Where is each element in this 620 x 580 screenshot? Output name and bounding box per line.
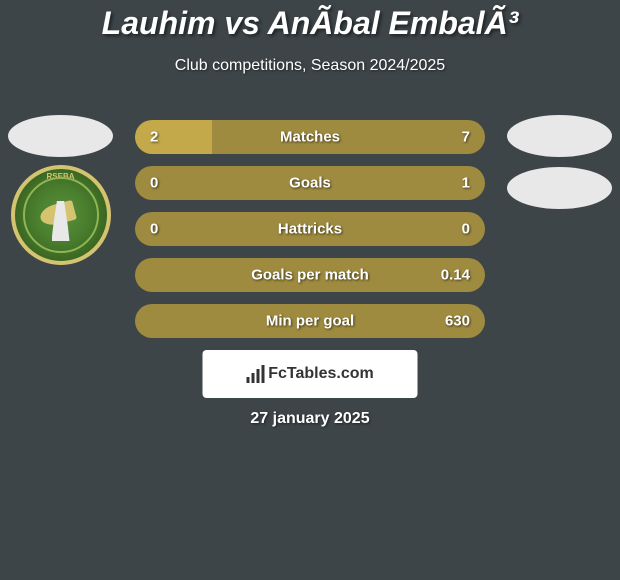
page-subtitle: Club competitions, Season 2024/2025 xyxy=(0,57,620,75)
stat-bar: Min per goal 630 xyxy=(135,304,485,338)
stat-value-right: 0.14 xyxy=(441,267,470,284)
badge-inner xyxy=(23,177,99,253)
stat-label: Hattricks xyxy=(278,221,342,238)
chart-bar xyxy=(246,377,249,383)
footer-brand-box: FcTables.com xyxy=(203,350,418,398)
avatar-placeholder-head xyxy=(507,115,612,157)
footer-brand-text: FcTables.com xyxy=(268,365,374,383)
stat-bar: 0 Hattricks 0 xyxy=(135,212,485,246)
player-left-avatar: RSEBA xyxy=(8,115,113,265)
footer-logo: FcTables.com xyxy=(246,365,374,383)
page-title: Lauhim vs AnÃ­bal EmbalÃ³ xyxy=(0,5,620,42)
stat-value-right: 0 xyxy=(462,221,470,238)
stat-label: Goals per match xyxy=(251,267,369,284)
stat-label: Matches xyxy=(280,129,340,146)
chart-bar xyxy=(256,369,259,383)
footer-date: 27 january 2025 xyxy=(250,410,369,428)
stat-value-left: 0 xyxy=(150,221,158,238)
avatar-placeholder-head xyxy=(8,115,113,157)
stat-label: Min per goal xyxy=(266,313,354,330)
chart-icon xyxy=(246,365,264,383)
stat-bar: Goals per match 0.14 xyxy=(135,258,485,292)
stat-value-left: 2 xyxy=(150,129,158,146)
stats-container: 2 Matches 7 0 Goals 1 0 Hattricks 0 Goals per mat… xyxy=(135,120,485,350)
player-right-avatar xyxy=(507,115,612,209)
stat-value-left: 0 xyxy=(150,175,158,192)
header: Lauhim vs AnÃ­bal EmbalÃ³ Club competiti… xyxy=(0,0,620,75)
avatar-placeholder-body xyxy=(507,167,612,209)
stat-value-right: 1 xyxy=(462,175,470,192)
club-badge-left: RSEBA xyxy=(11,165,111,265)
stat-value-right: 7 xyxy=(462,129,470,146)
stat-value-right: 630 xyxy=(445,313,470,330)
stat-label: Goals xyxy=(289,175,331,192)
stat-fill-left xyxy=(135,120,212,154)
chart-bar xyxy=(261,365,264,383)
stat-bar: 0 Goals 1 xyxy=(135,166,485,200)
chart-bar xyxy=(251,373,254,383)
stat-bar: 2 Matches 7 xyxy=(135,120,485,154)
